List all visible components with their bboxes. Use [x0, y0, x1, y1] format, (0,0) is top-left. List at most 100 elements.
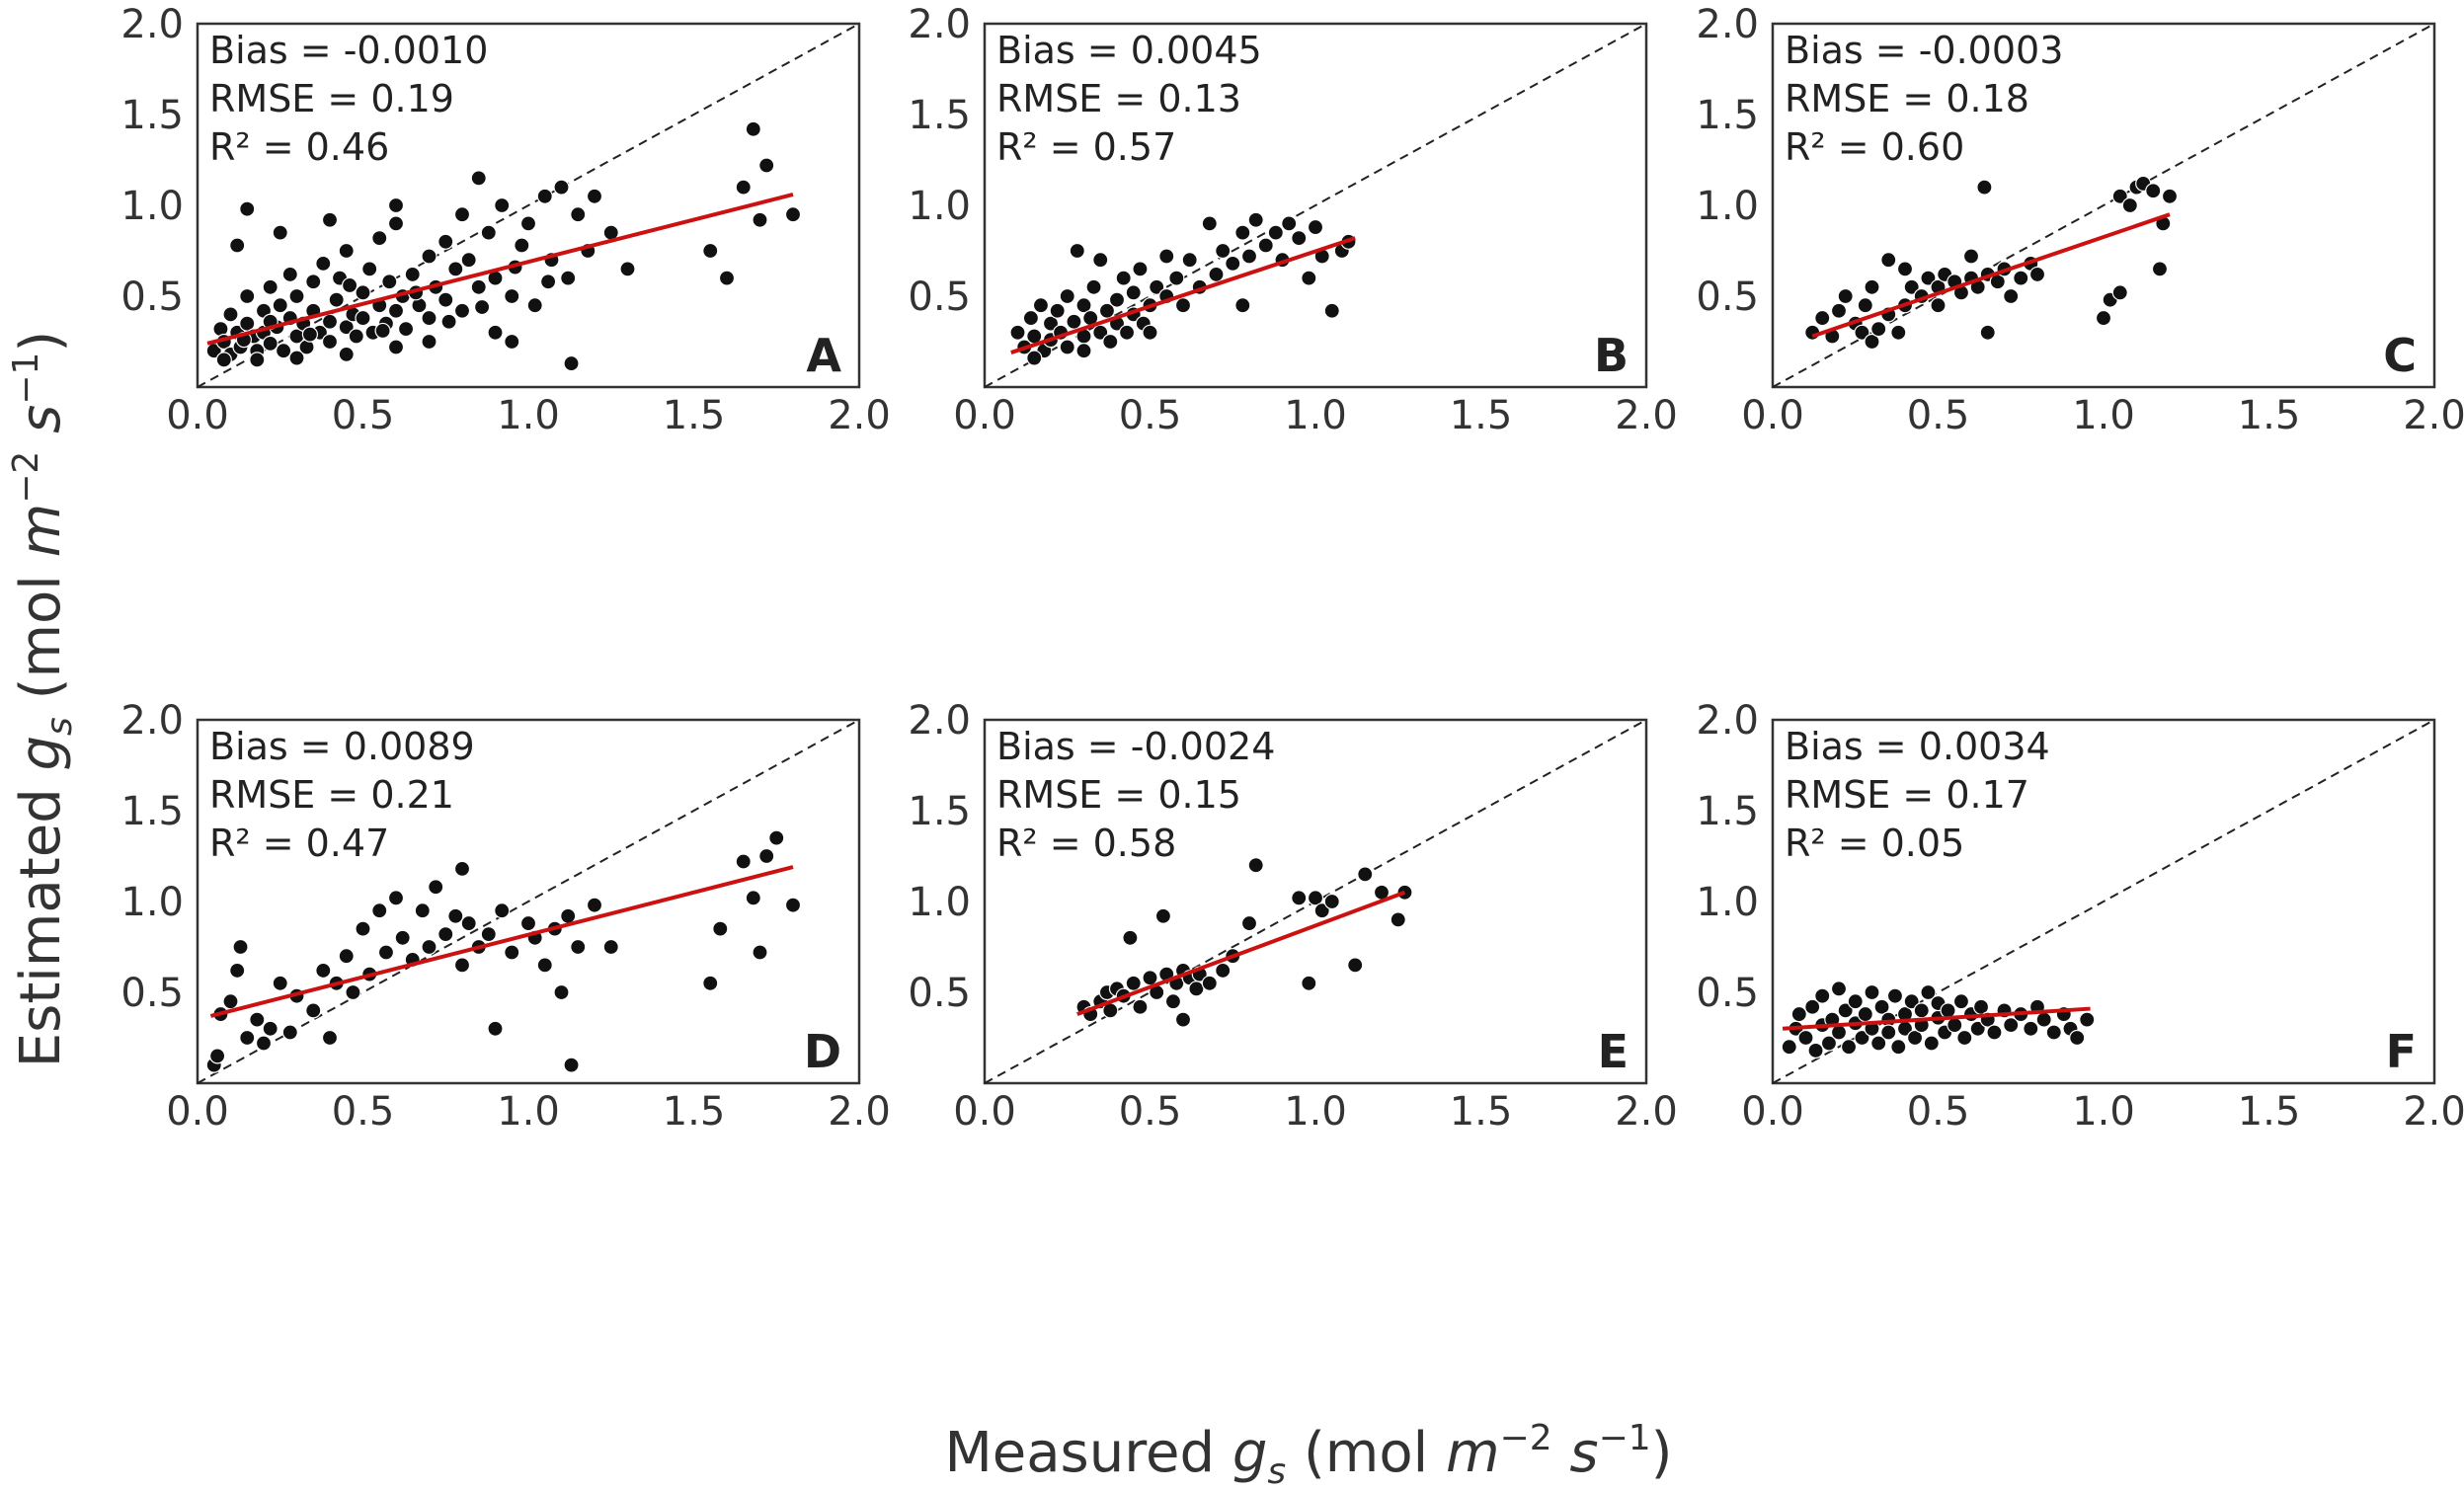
- panel-c-point-35: [2028, 266, 2046, 283]
- panel-f-xtick-label: 0.5: [1907, 1089, 1970, 1135]
- y-axis-title-text: Estimated: [9, 771, 73, 1068]
- panel-f-point-33: [1923, 1035, 1940, 1052]
- x-axis-title: Measured gs (mol m−2 s−1): [944, 1418, 1672, 1491]
- panel-a-point-56: [453, 206, 471, 223]
- panel-b-xtick-label: 0.5: [1119, 393, 1182, 438]
- panel-e-letter: E: [1598, 1025, 1629, 1078]
- panel-b-point-57: [1142, 324, 1158, 341]
- x-axis-title-unit: (mol: [1286, 1421, 1446, 1485]
- panel-f-xtick-label: 2.0: [2403, 1089, 2464, 1135]
- panel-c-point-1: [1814, 309, 1831, 327]
- panel-a-point-27: [315, 255, 332, 272]
- panel-a-point-63: [504, 287, 520, 305]
- panel-f-point-42: [1969, 1020, 1986, 1037]
- panel-a-point-70: [560, 270, 577, 286]
- panel-c-stat-line: RMSE = 0.18: [1785, 77, 2029, 120]
- panel-b-point-39: [1208, 266, 1225, 283]
- panel-a-point-3: [222, 306, 239, 323]
- panel-f-point-38: [1947, 1017, 1963, 1034]
- panel-a-letter: A: [806, 329, 841, 382]
- panel-a-ytick-label: 2.0: [120, 2, 184, 47]
- panel-e-point-24: [1240, 914, 1258, 932]
- panel-f-point-24: [1886, 987, 1904, 1004]
- panel-e-xtick-label: 0.0: [953, 1089, 1016, 1135]
- panel-d-fit-line: [209, 865, 794, 1018]
- panel-d-point-21: [371, 902, 388, 919]
- panel-b-point-51: [1307, 218, 1324, 236]
- panel-d-point-7: [249, 1011, 266, 1028]
- panel-d-point-6: [239, 1029, 256, 1047]
- panel-a-xtick-label: 0.0: [166, 393, 229, 438]
- x-axis-title-text: Measured: [944, 1421, 1232, 1485]
- panel-b-ytick-label: 1.0: [908, 184, 971, 229]
- panel-b-ytick-label: 1.5: [908, 93, 971, 138]
- panel-f-point-15: [1847, 993, 1864, 1010]
- panel-d-point-13: [305, 1002, 322, 1019]
- panel-b-stat-line: R² = 0.57: [996, 125, 1176, 169]
- panel-f-point-16: [1854, 1029, 1870, 1047]
- y-axis-title-subscript: s: [40, 717, 80, 736]
- panel-c-point-9: [1864, 333, 1880, 351]
- panel-c-point-6: [1854, 324, 1870, 341]
- panel-a-point-45: [387, 215, 405, 232]
- panel-a-points: [205, 120, 802, 372]
- panel-a-xtick-label: 0.5: [332, 393, 395, 438]
- x-axis-title-subscript: s: [1267, 1452, 1286, 1491]
- panel-f-point-29: [1906, 1029, 1924, 1047]
- panel-d-point-47: [586, 897, 603, 913]
- panel-a-point-78: [239, 200, 256, 217]
- panel-f-stat-line: RMSE = 0.17: [1785, 773, 2029, 817]
- panel-b-point-42: [1234, 224, 1251, 241]
- panel-e-ytick-label: 1.0: [908, 880, 971, 925]
- panel-a-point-7: [239, 315, 256, 332]
- panel-c-xtick-label: 0.0: [1741, 393, 1804, 438]
- panel-e: 0.0 0.5 1.0 1.5 2.0 0.5 1.0 1.5 2.0 Bias = -0.002…: [908, 698, 1677, 1135]
- panel-f-point-5: [1807, 1042, 1824, 1059]
- panel-f-point-8: [1820, 1035, 1838, 1052]
- panel-a-point-38: [361, 261, 378, 277]
- panel-a-point-107: [539, 274, 557, 290]
- panel-b-ytick-label: 0.5: [908, 275, 971, 320]
- panel-a-point-32: [338, 319, 355, 336]
- panel-a-point-74: [563, 354, 580, 372]
- panel-c-point-46: [2151, 261, 2169, 277]
- panel-f-point-51: [2035, 1011, 2052, 1028]
- panel-b-point-46: [1267, 224, 1284, 241]
- panel-d-point-23: [387, 890, 405, 906]
- panels-group: 0.0 0.5 1.0 1.5 2.0 0.5 1.0 1.5 2.0 Bias = -0.001…: [120, 2, 2464, 1135]
- panel-b-point-26: [1125, 284, 1142, 301]
- panel-e-xtick-label: 0.5: [1119, 1089, 1182, 1135]
- panel-a-point-76: [619, 261, 636, 277]
- panel-b-point-53: [1323, 302, 1340, 319]
- panel-a-point-47: [397, 321, 415, 338]
- panel-f-point-4: [1804, 998, 1821, 1015]
- panel-f-xtick-label: 1.0: [2072, 1089, 2135, 1135]
- panel-d-point-3: [222, 993, 239, 1010]
- panel-d-point-8: [255, 1035, 273, 1052]
- panel-d-ytick-label: 0.5: [120, 971, 184, 1016]
- panel-b-point-33: [1158, 248, 1175, 265]
- panel-a-point-25: [305, 274, 322, 290]
- x-axis-title-unit-s: s: [1552, 1421, 1599, 1485]
- panel-c-point-28: [1979, 324, 1996, 341]
- panel-e-point-31: [1347, 957, 1364, 974]
- panel-c-point-25: [1962, 248, 1980, 265]
- panel-d-point-51: [735, 853, 752, 870]
- panel-b-point-4: [1032, 297, 1050, 314]
- panel-c-fit-line: [1811, 212, 2171, 339]
- panel-c-xtick-label: 1.5: [2238, 393, 2301, 438]
- panel-a-fit-line: [206, 193, 794, 346]
- panel-b-point-49: [1291, 230, 1308, 247]
- panel-f-fit-line: [1782, 1006, 2091, 1031]
- panel-d-point-49: [702, 975, 719, 991]
- panel-a-point-79: [272, 224, 288, 241]
- panel-f-stat-line: R² = 0.05: [1785, 822, 1964, 865]
- panel-c-point-3: [1830, 302, 1848, 319]
- panel-d-stat-line: R² = 0.47: [209, 822, 389, 865]
- panel-f-point-11: [1830, 981, 1848, 997]
- panel-d-point-15: [321, 1029, 339, 1047]
- panel-f-ytick-label: 1.5: [1696, 789, 1759, 834]
- panel-a-point-28: [321, 313, 339, 330]
- panel-a-point-87: [752, 211, 768, 228]
